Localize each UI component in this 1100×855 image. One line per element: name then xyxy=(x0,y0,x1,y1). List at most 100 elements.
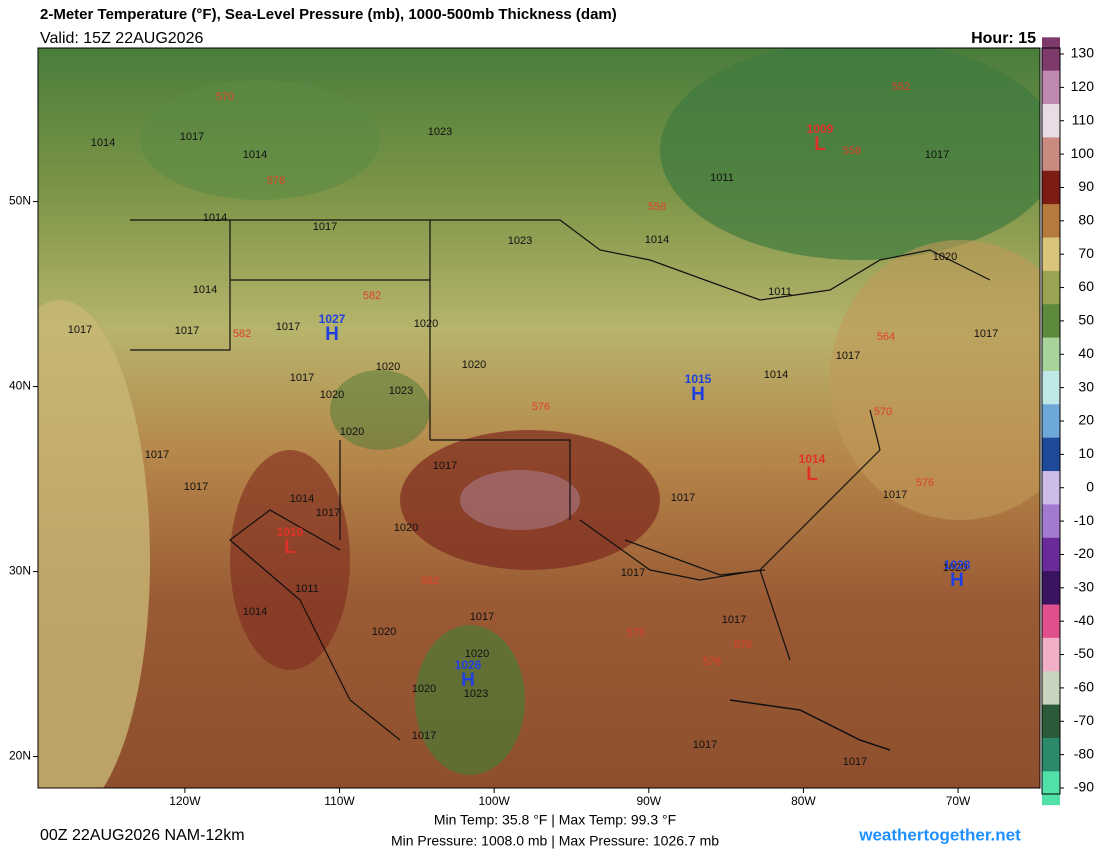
isobar-label: 1017 xyxy=(276,321,300,333)
thickness-label: 582 xyxy=(233,328,251,340)
pressure-center-value: 1026 xyxy=(455,658,482,672)
isobar-label: 1020 xyxy=(394,522,418,534)
colorbar-label: -40 xyxy=(1074,612,1094,628)
pacific-field xyxy=(38,300,150,788)
y-tick-label: 30N xyxy=(9,564,31,578)
thickness-label: 582 xyxy=(421,575,439,587)
isobar-label: 1017 xyxy=(671,492,695,504)
x-tick-label: 100W xyxy=(478,794,510,808)
boundaries xyxy=(130,219,991,741)
isobar-label: 1020 xyxy=(462,359,486,371)
colorbar-band xyxy=(1042,604,1060,639)
colorbar-band xyxy=(1042,771,1060,806)
colorbar-label: -70 xyxy=(1074,712,1094,728)
canada-cool-area xyxy=(660,48,1040,260)
colorbar-band xyxy=(1042,504,1060,539)
pressure-stats: Min Pressure: 1008.0 mb | Max Pressure: … xyxy=(391,833,719,849)
atlantic-field xyxy=(830,240,1040,520)
isobar-label: 1020 xyxy=(320,389,344,401)
isobar-label: 1011 xyxy=(295,583,319,595)
colorbar-band xyxy=(1042,70,1060,105)
colorbar-label: 20 xyxy=(1078,412,1094,428)
isobar-label: 1017 xyxy=(316,507,340,519)
plains-hottest-area xyxy=(460,470,580,530)
colorbar-label: 60 xyxy=(1078,278,1094,294)
isobar-label: 1020 xyxy=(933,251,957,263)
colorbar-label: 30 xyxy=(1078,378,1094,394)
thickness-label: 570 xyxy=(874,406,892,418)
colorbar-band xyxy=(1042,537,1060,572)
colorbar-band xyxy=(1042,270,1060,305)
rockies-cool-area xyxy=(140,80,380,200)
x-tick-label: 90W xyxy=(636,794,661,808)
forecast-hour: Hour: 15 xyxy=(971,30,1036,47)
isobar-label: 1011 xyxy=(710,172,734,184)
pressure-center-value: 1015 xyxy=(685,372,712,386)
isobar-label: 1017 xyxy=(180,131,204,143)
colorbar-label: -60 xyxy=(1074,679,1094,695)
colorbar-label: 40 xyxy=(1078,345,1094,361)
isobar-label: 1017 xyxy=(836,350,860,362)
isobar-label: 1020 xyxy=(414,318,438,330)
colorbar-label: 50 xyxy=(1078,312,1094,328)
isobar-label: 1017 xyxy=(145,449,169,461)
colorbar-label: -90 xyxy=(1074,779,1094,795)
isobar-label: 1011 xyxy=(768,286,792,298)
y-tick-label: 40N xyxy=(9,379,31,393)
thickness-label: 558 xyxy=(648,201,666,213)
colorbar-band xyxy=(1042,37,1060,72)
map-frame xyxy=(37,47,1041,789)
thickness-label: 582 xyxy=(363,290,381,302)
pressure-center-symbol: H xyxy=(950,570,964,591)
isobar-label: 1020 xyxy=(943,562,967,574)
thickness-label: 570 xyxy=(216,91,234,103)
cuba-coast xyxy=(729,699,891,751)
colorado-highlands xyxy=(330,370,430,450)
isobar-label: 1017 xyxy=(68,324,92,336)
isobar-label: 1023 xyxy=(428,126,452,138)
colorbar-label: 130 xyxy=(1071,45,1095,61)
colorbar-band xyxy=(1042,370,1060,405)
colorbar-band xyxy=(1042,337,1060,372)
colorbar-label: 90 xyxy=(1078,178,1094,194)
isobar-label: 1014 xyxy=(645,234,669,246)
colorbar-band xyxy=(1042,104,1060,138)
thickness-label: 576 xyxy=(267,175,285,187)
colorbar-label: -10 xyxy=(1074,512,1094,528)
isobar-label: 1020 xyxy=(465,648,489,660)
isobar-label: 1017 xyxy=(313,221,337,233)
colorbar-band xyxy=(1042,671,1060,706)
y-tick-label: 20N xyxy=(9,749,31,763)
isobar-label: 1020 xyxy=(372,626,396,638)
colorbar-band xyxy=(1042,170,1060,205)
isobar-label: 1017 xyxy=(184,481,208,493)
pressure-center-value: 1028 xyxy=(944,558,971,572)
isobar-label: 1017 xyxy=(412,730,436,742)
pressure-center-symbol: H xyxy=(691,384,705,405)
isobar-label: 1020 xyxy=(412,683,436,695)
thickness-label: 552 xyxy=(892,81,910,93)
thickness-label: 576 xyxy=(734,639,752,651)
isobar-label: 1017 xyxy=(883,489,907,501)
pressure-center-value: 1009 xyxy=(807,122,834,136)
colorbar-band xyxy=(1042,404,1060,439)
isobar-label: 1023 xyxy=(464,688,488,700)
thickness-label: 576 xyxy=(703,656,721,668)
isobar-label: 1014 xyxy=(203,212,227,224)
colorbar-band xyxy=(1042,204,1060,238)
pressure-center-symbol: L xyxy=(284,537,296,558)
gulf-coast xyxy=(624,539,766,576)
isobar-label: 1014 xyxy=(764,369,788,381)
pressure-center-value: 1027 xyxy=(319,312,346,326)
colorbar-label: 70 xyxy=(1078,245,1094,261)
colorbar-band xyxy=(1042,704,1060,739)
isobar-label: 1014 xyxy=(243,149,267,161)
colorbar-band xyxy=(1042,304,1060,339)
colorbar-label: 0 xyxy=(1086,478,1094,494)
colorbar-label: 120 xyxy=(1071,78,1095,94)
pressure-center-value: 1014 xyxy=(799,452,826,466)
colorbar-band xyxy=(1042,437,1060,472)
colorbar-label: -20 xyxy=(1074,545,1094,561)
colorbar-label: 100 xyxy=(1071,145,1095,161)
colorbar-band xyxy=(1042,637,1060,672)
